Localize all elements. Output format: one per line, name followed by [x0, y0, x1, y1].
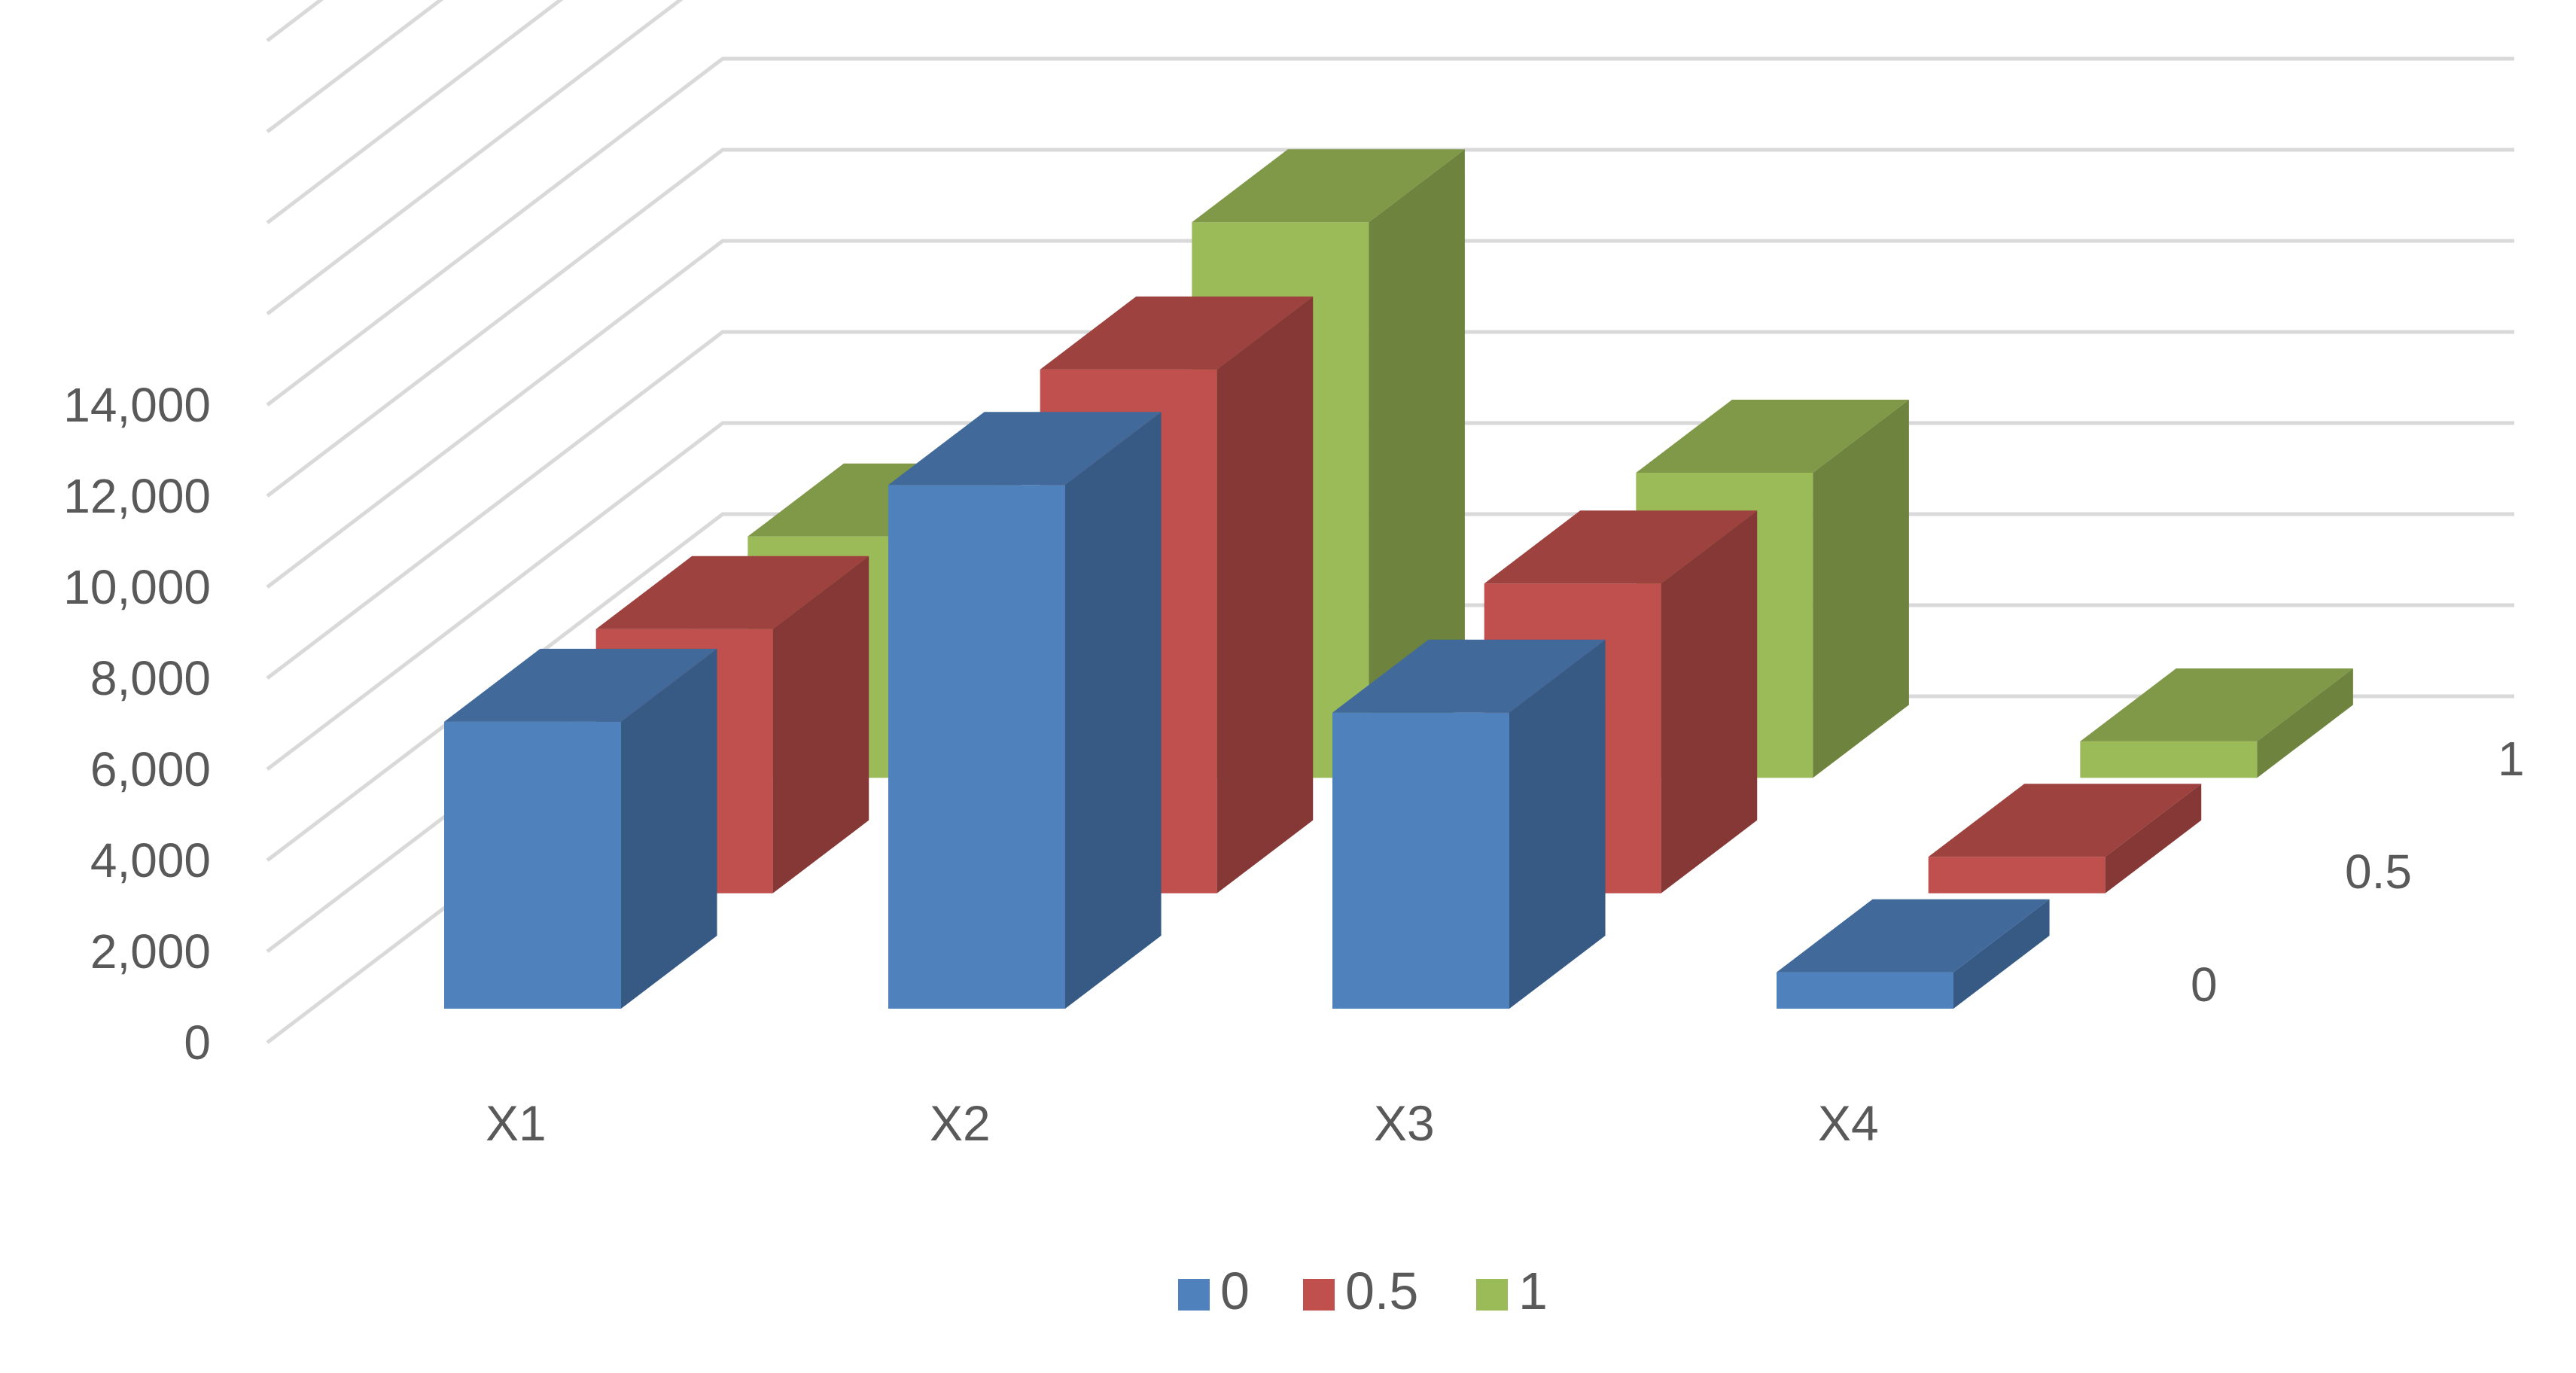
- gridline: [266, 0, 564, 224]
- bar-front: [444, 721, 621, 1009]
- bar-top: [1332, 639, 1606, 713]
- legend-label: 0.5: [1345, 1262, 1418, 1320]
- bar-top: [1040, 296, 1314, 370]
- bar-top: [1777, 899, 2050, 973]
- category-label: X4: [1818, 1095, 1879, 1151]
- bar-front: [888, 485, 1065, 1009]
- gridlines: [266, 0, 2514, 1044]
- bar-side: [1813, 400, 1909, 778]
- bar-side: [1065, 412, 1162, 1009]
- bar-side: [2105, 784, 2202, 894]
- gridline: [266, 56, 2514, 406]
- y-tick-label: 6,000: [90, 742, 211, 796]
- bar-top: [1192, 149, 1465, 223]
- bar-top: [595, 556, 869, 629]
- gridline: [266, 239, 2514, 589]
- bar-top: [444, 648, 717, 722]
- y-tick-label: 8,000: [90, 651, 211, 705]
- bar-front: [1777, 972, 1953, 1009]
- y-tick-label: 12,000: [63, 469, 211, 523]
- bar-front: [1332, 712, 1509, 1009]
- bar: [1777, 899, 2050, 1009]
- bar-top: [2080, 668, 2353, 741]
- bar: [1928, 784, 2202, 894]
- bar: [1332, 639, 1606, 1009]
- depth-axis-labels: 00.51: [2191, 732, 2525, 1012]
- gridline: [266, 330, 2514, 680]
- gridline: [266, 421, 2514, 771]
- legend-swatch: [1303, 1279, 1335, 1311]
- gridline: [266, 148, 2514, 498]
- bar-front: [2080, 741, 2258, 778]
- gridline: [266, 0, 444, 133]
- category-label: X1: [486, 1095, 547, 1151]
- bar-front: [1928, 857, 2106, 894]
- bar: [2080, 668, 2353, 778]
- bar-top: [1636, 400, 1909, 473]
- bar-side: [621, 648, 717, 1009]
- depth-label: 1: [2498, 732, 2525, 786]
- bar-top: [1484, 510, 1758, 584]
- y-tick-label: 2,000: [90, 924, 211, 979]
- bar-side: [1661, 510, 1758, 894]
- gridline: [266, 0, 324, 42]
- depth-label: 0: [2191, 957, 2218, 1012]
- bar: [888, 412, 1162, 1009]
- bar-top: [888, 412, 1162, 486]
- category-label: X2: [930, 1095, 991, 1151]
- bar-side: [1953, 899, 2050, 1009]
- bar-side: [1369, 149, 1465, 778]
- y-tick-label: 0: [184, 1015, 211, 1070]
- legend: 0 0.5 1: [1178, 1262, 1548, 1320]
- bar-top: [1928, 784, 2202, 857]
- bar-side: [1216, 296, 1314, 894]
- bar-side: [772, 556, 869, 894]
- legend-swatch: [1476, 1279, 1508, 1311]
- gridline: [266, 512, 2514, 862]
- bars: [444, 149, 2353, 1009]
- legend-label: 1: [1518, 1262, 1548, 1320]
- depth-label: 0.5: [2345, 845, 2412, 899]
- bar: [444, 648, 717, 1009]
- y-axis-tick-labels: 0 2,000 4,000 6,000 8,000 10,000 12,000 14,000: [63, 378, 211, 1070]
- y-tick-label: 10,000: [63, 560, 211, 614]
- bar-side: [2257, 668, 2353, 778]
- legend-label: 0: [1220, 1262, 1250, 1320]
- category-label: X3: [1374, 1095, 1435, 1151]
- gridline: [266, 0, 684, 315]
- legend-swatch: [1178, 1279, 1210, 1311]
- x-axis-category-labels: X1 X2 X3 X4: [486, 1095, 1879, 1151]
- y-tick-label: 14,000: [63, 378, 211, 432]
- bar-side: [1509, 639, 1606, 1009]
- y-tick-label: 4,000: [90, 833, 211, 887]
